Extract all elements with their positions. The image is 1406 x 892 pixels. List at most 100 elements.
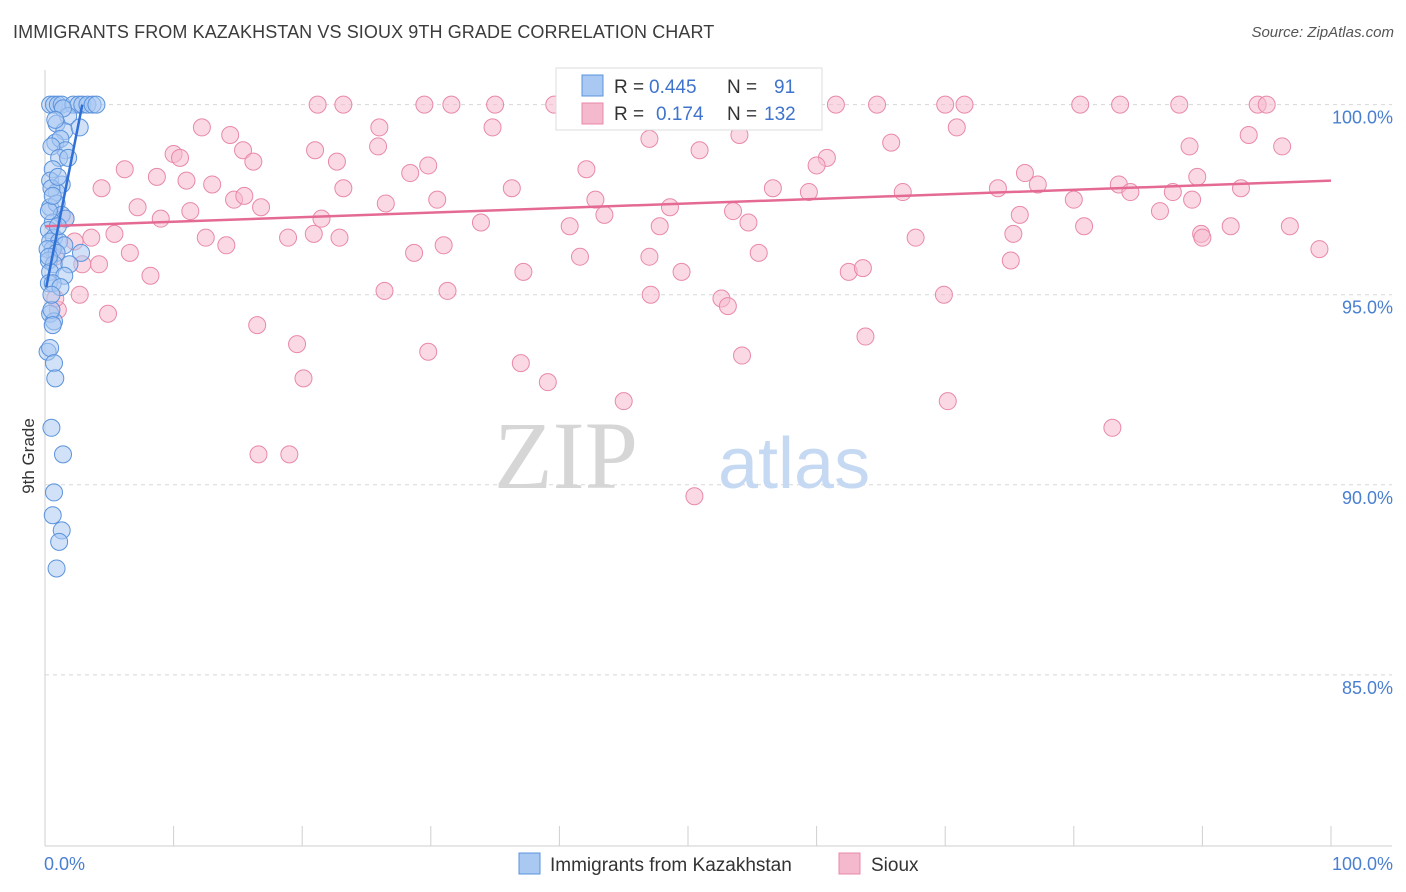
sioux-point-114 <box>934 285 953 304</box>
sioux-point-53 <box>586 190 605 209</box>
sioux-point-74 <box>595 205 614 224</box>
y-tick-label-2: 90.0% <box>1342 488 1393 508</box>
legend-swatch-sioux <box>581 102 604 125</box>
sioux-point-85 <box>217 236 236 255</box>
sioux-point-20 <box>483 118 502 137</box>
sioux-point-25 <box>1180 137 1199 156</box>
sioux-point-118 <box>99 304 118 323</box>
sioux-point-12 <box>1071 95 1090 114</box>
sioux-point-47 <box>203 175 222 194</box>
sioux-point-99 <box>1310 240 1329 259</box>
sioux-point-77 <box>739 213 758 232</box>
kazakhstan-point-56 <box>54 445 73 464</box>
sioux-point-68 <box>181 202 200 221</box>
x-tick-labels: 0.0% 100.0% <box>44 854 1393 874</box>
legend-r-value-2: 0.174 <box>656 104 704 125</box>
sioux-point-61 <box>1064 190 1083 209</box>
sioux-point-79 <box>1075 217 1094 236</box>
y-axis-label: 9th Grade <box>19 418 38 494</box>
legend-n-value-1: 91 <box>774 77 795 98</box>
sioux-point-81 <box>1221 217 1240 236</box>
series-swatch-sioux <box>838 852 861 875</box>
sioux-point-95 <box>1004 224 1023 243</box>
chart-title: IMMIGRANTS FROM KAZAKHSTAN VS SIOUX 9TH … <box>13 22 715 42</box>
sioux-point-29 <box>234 141 253 160</box>
sioux-point-127 <box>614 392 633 411</box>
sioux-point-109 <box>375 281 394 300</box>
sioux-point-113 <box>718 297 737 316</box>
legend-r-value-1: 0.445 <box>649 77 697 98</box>
sioux-point-125 <box>294 369 313 388</box>
sioux-point-73 <box>560 217 579 236</box>
sioux-point-78 <box>1010 205 1029 224</box>
sioux-point-123 <box>733 346 752 365</box>
sioux-point-102 <box>120 243 139 262</box>
sioux-point-120 <box>288 335 307 354</box>
sioux-point-43 <box>115 160 134 179</box>
sioux-point-1 <box>334 95 353 114</box>
sioux-point-84 <box>196 228 215 247</box>
sioux-point-129 <box>249 445 268 464</box>
sioux-point-9 <box>868 95 887 114</box>
kazakhstan-point-54 <box>46 369 65 388</box>
sioux-point-90 <box>434 236 453 255</box>
legend-n-value-2: 132 <box>764 104 796 125</box>
sioux-point-32 <box>171 148 190 167</box>
axes <box>44 70 1392 847</box>
sioux-point-17 <box>192 118 211 137</box>
sioux-point-130 <box>280 445 299 464</box>
sioux-point-26 <box>1239 126 1258 145</box>
sioux-point-24 <box>947 118 966 137</box>
sioux-point-104 <box>514 262 533 281</box>
sioux-point-67 <box>151 209 170 228</box>
sioux-point-70 <box>312 209 331 228</box>
kazakhstan-points <box>38 95 106 578</box>
sioux-point-31 <box>244 152 263 171</box>
kazakhstan-point-52 <box>41 338 60 357</box>
sioux-point-108 <box>1001 251 1020 270</box>
sioux-point-27 <box>1273 137 1292 156</box>
sioux-point-3 <box>442 95 461 114</box>
legend-r-label-2: R = <box>614 104 644 125</box>
watermark-atlas: atlas <box>718 424 870 504</box>
series-name-kazakhstan: Immigrants from Kazakhstan <box>550 855 792 876</box>
sioux-point-57 <box>807 156 826 175</box>
sioux-point-65 <box>1231 179 1250 198</box>
sioux-point-64 <box>1183 190 1202 209</box>
sioux-point-56 <box>799 183 818 202</box>
stats-legend: R = 0.445 N = 91 R = 0.174 N = 132 <box>555 67 823 131</box>
sioux-point-60 <box>1028 175 1047 194</box>
sioux-point-131 <box>1103 418 1122 437</box>
sioux-point-93 <box>749 243 768 262</box>
y-tick-label-0: 100.0% <box>1332 108 1393 128</box>
sioux-point-82 <box>105 224 124 243</box>
sioux-point-103 <box>141 266 160 285</box>
sioux-point-34 <box>369 137 388 156</box>
sioux-point-71 <box>376 194 395 213</box>
kazakhstan-point-62 <box>39 202 58 221</box>
kazakhstan-point-50 <box>43 316 62 335</box>
kazakhstan-point-60 <box>50 532 69 551</box>
sioux-point-54 <box>660 198 679 217</box>
sioux-point-11 <box>955 95 974 114</box>
sioux-point-45 <box>177 171 196 190</box>
sioux-point-98 <box>1280 217 1299 236</box>
kazakhstan-point-58 <box>43 506 62 525</box>
sioux-point-37 <box>577 160 596 179</box>
sioux-point-14 <box>1170 95 1189 114</box>
kazakhstan-point-69 <box>46 110 65 129</box>
kazakhstan-point-61 <box>47 559 66 578</box>
sioux-point-124 <box>856 327 875 346</box>
sioux-point-49 <box>235 186 254 205</box>
sioux-point-38 <box>690 141 709 160</box>
sioux-point-69 <box>252 198 271 217</box>
sioux-point-36 <box>419 156 438 175</box>
sioux-point-121 <box>419 342 438 361</box>
sioux-point-55 <box>763 179 782 198</box>
sioux-point-4 <box>486 95 505 114</box>
sioux-point-13 <box>1111 95 1130 114</box>
sioux-point-35 <box>401 164 420 183</box>
sioux-points <box>46 95 1329 506</box>
sioux-point-44 <box>147 167 166 186</box>
sioux-point-101 <box>90 255 109 274</box>
